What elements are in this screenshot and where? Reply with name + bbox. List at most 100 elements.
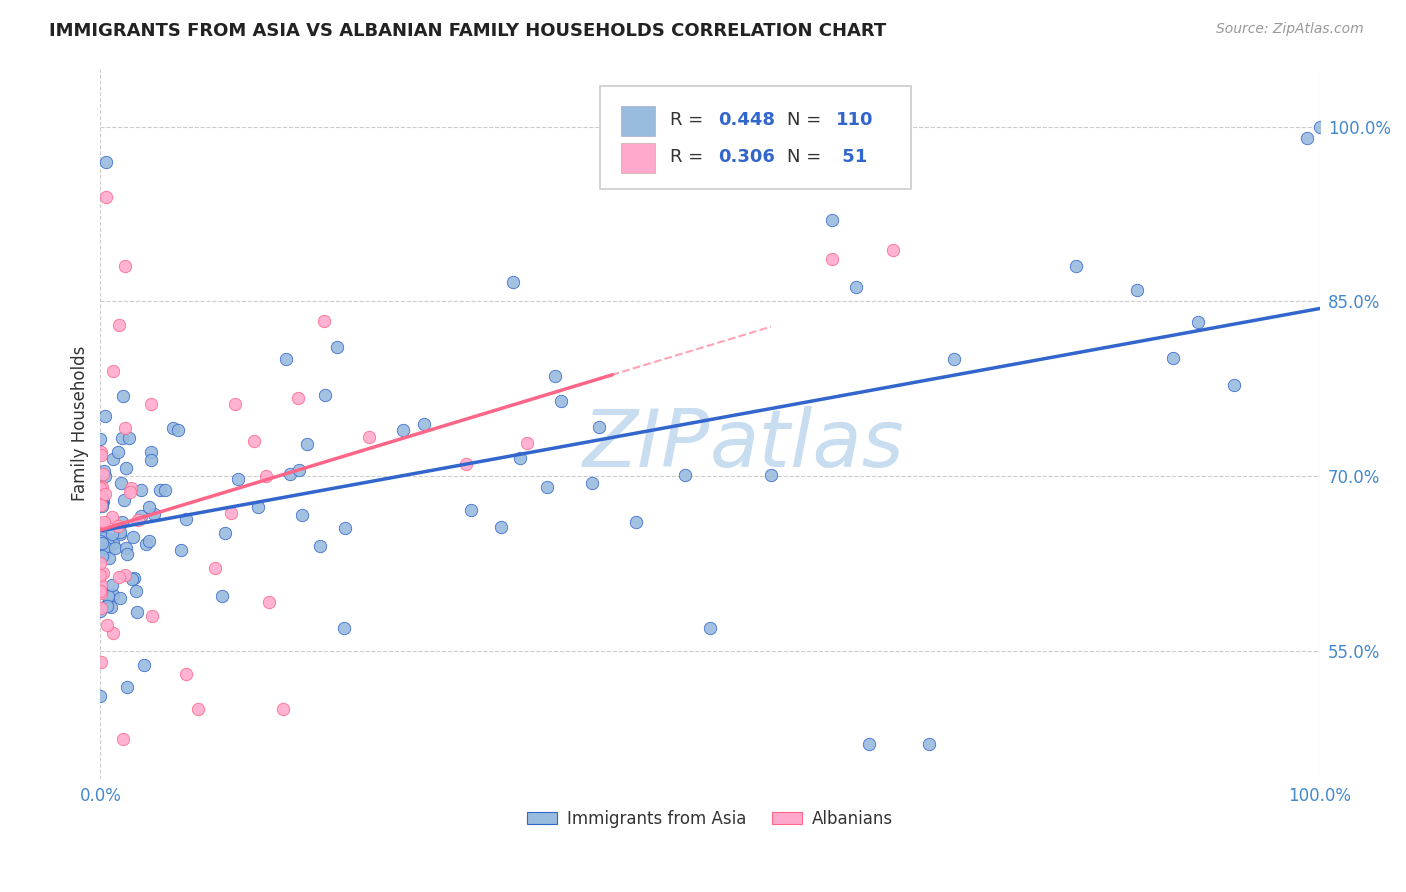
Point <box>516 436 538 450</box>
Point <box>287 391 309 405</box>
Point <box>257 595 280 609</box>
Point <box>96 618 118 632</box>
Point <box>111 388 134 402</box>
Point <box>174 667 197 681</box>
Point <box>103 625 125 640</box>
Point <box>89 533 111 548</box>
Point <box>94 540 117 554</box>
Point <box>91 499 114 513</box>
Point <box>114 421 136 435</box>
Point <box>90 489 112 503</box>
Point <box>96 189 118 203</box>
Point <box>139 452 162 467</box>
Point <box>103 535 125 549</box>
Point <box>187 702 209 716</box>
Point <box>308 539 330 553</box>
Point <box>96 154 118 169</box>
Point <box>90 444 112 458</box>
Point <box>134 658 156 673</box>
Point <box>90 518 112 533</box>
Point <box>93 464 115 478</box>
Point <box>326 340 349 354</box>
Point <box>110 476 132 491</box>
Point <box>101 578 124 592</box>
Point <box>1126 283 1149 297</box>
Point <box>96 598 118 612</box>
Point <box>96 599 118 613</box>
Point <box>314 388 336 402</box>
Point <box>91 497 114 511</box>
Bar <box>621 143 655 173</box>
Point <box>91 566 114 580</box>
Bar <box>621 106 655 136</box>
Text: N =: N = <box>787 148 821 166</box>
Point <box>942 352 965 367</box>
Point <box>90 496 112 510</box>
Point <box>115 461 138 475</box>
Point <box>89 498 111 512</box>
Point <box>90 577 112 591</box>
Point <box>107 445 129 459</box>
Point <box>153 483 176 498</box>
Point <box>103 589 125 603</box>
Point <box>550 394 572 409</box>
Point <box>489 520 512 534</box>
Point <box>115 547 138 561</box>
Point <box>536 480 558 494</box>
Point <box>91 467 114 481</box>
Text: ZIP: ZIP <box>582 406 710 484</box>
Point <box>110 515 132 529</box>
Point <box>89 481 111 495</box>
Point <box>918 737 941 751</box>
Point <box>101 364 124 378</box>
Point <box>91 494 114 508</box>
Point <box>103 452 125 467</box>
Point <box>100 600 122 615</box>
Point <box>413 417 436 431</box>
Point <box>111 731 134 746</box>
Point <box>108 527 131 541</box>
Point <box>204 561 226 575</box>
Point <box>1309 120 1331 134</box>
Point <box>94 487 117 501</box>
Point <box>118 485 141 500</box>
Point <box>581 475 603 490</box>
Point <box>107 518 129 533</box>
Text: atlas: atlas <box>710 406 904 484</box>
Point <box>90 448 112 462</box>
Point <box>90 549 112 564</box>
Text: 0.306: 0.306 <box>718 148 776 166</box>
Point <box>117 680 139 694</box>
Text: IMMIGRANTS FROM ASIA VS ALBANIAN FAMILY HOUSEHOLDS CORRELATION CHART: IMMIGRANTS FROM ASIA VS ALBANIAN FAMILY … <box>49 22 886 40</box>
Point <box>821 213 844 227</box>
Point <box>122 571 145 585</box>
Text: R =: R = <box>669 112 703 129</box>
Point <box>107 318 129 332</box>
Point <box>588 419 610 434</box>
Point <box>138 534 160 549</box>
Point <box>333 521 356 535</box>
Point <box>110 591 132 606</box>
Text: 51: 51 <box>835 148 868 166</box>
Legend: Immigrants from Asia, Albanians: Immigrants from Asia, Albanians <box>520 803 900 835</box>
Point <box>1296 131 1319 145</box>
Point <box>120 481 142 495</box>
Point <box>167 423 190 437</box>
Point <box>90 535 112 549</box>
Point <box>90 491 112 506</box>
Point <box>509 450 531 465</box>
Point <box>91 480 114 494</box>
Point <box>91 547 114 561</box>
Point <box>460 502 482 516</box>
Point <box>89 432 111 446</box>
Point <box>288 462 311 476</box>
Point <box>142 508 165 522</box>
Point <box>89 557 111 571</box>
Point <box>129 483 152 497</box>
Point <box>101 509 124 524</box>
Point <box>214 525 236 540</box>
Point <box>141 609 163 624</box>
Y-axis label: Family Households: Family Households <box>72 346 89 501</box>
Point <box>90 600 112 615</box>
Point <box>278 467 301 481</box>
